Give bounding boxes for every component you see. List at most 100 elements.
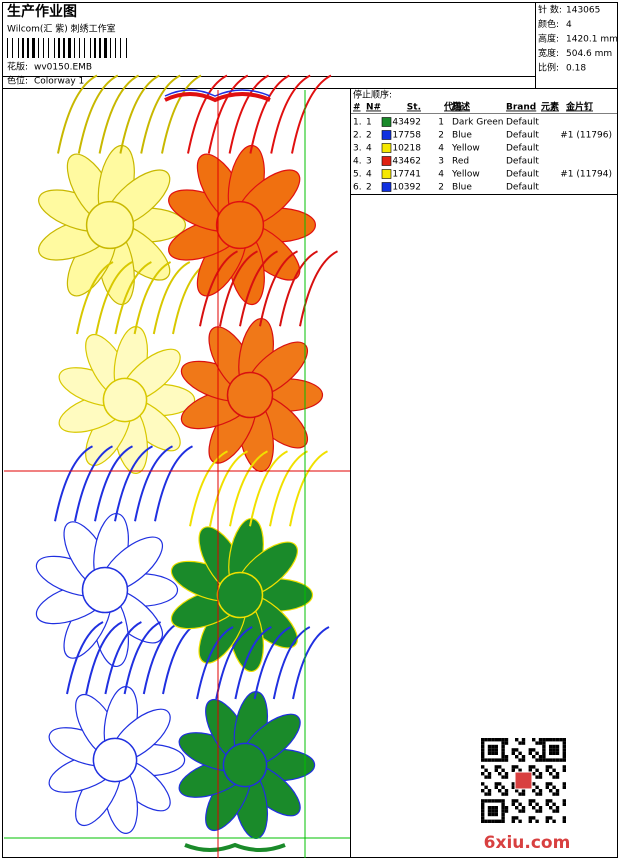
- qr-module: [528, 802, 532, 806]
- qr-module: [501, 809, 505, 813]
- qr-module: [562, 738, 566, 742]
- cell: Blue: [452, 183, 472, 193]
- qr-module: [538, 772, 543, 776]
- qr-module: [559, 738, 563, 742]
- cell: 10218: [392, 144, 421, 154]
- qr-module: [562, 765, 566, 769]
- cell: 43492: [392, 118, 421, 128]
- qr-module: [481, 741, 485, 745]
- qr-module: [491, 758, 495, 762]
- qr-module: [501, 744, 505, 749]
- leaf: [234, 626, 272, 700]
- qr-module: [487, 792, 492, 796]
- bar-stripe: [84, 38, 85, 58]
- barcode: [7, 38, 127, 58]
- qr-module: [481, 755, 485, 759]
- color-swatch: [381, 130, 392, 140]
- qr-module: [532, 806, 536, 810]
- colorway: Colorway 1: [34, 77, 84, 87]
- color-swatch: [381, 143, 392, 153]
- leaf: [253, 626, 292, 700]
- qr-module: [535, 768, 539, 772]
- cell: Yellow: [451, 170, 480, 180]
- qr-module: [549, 738, 553, 742]
- leaf: [140, 74, 181, 154]
- qr-module: [538, 758, 543, 762]
- qr-module: [481, 809, 485, 813]
- qr-module: [552, 802, 556, 806]
- qr-module: [501, 799, 505, 803]
- qr-module: [511, 816, 515, 820]
- qr-module: [552, 751, 556, 755]
- leaf: [98, 74, 140, 154]
- qr-module: [487, 738, 492, 742]
- qr-module: [501, 819, 505, 823]
- cell: 17741: [392, 170, 421, 180]
- leaf: [249, 450, 288, 527]
- cell: 4.: [353, 157, 362, 167]
- qr-module: [549, 772, 553, 776]
- cell: 3: [438, 157, 444, 167]
- cell: 1: [366, 118, 372, 128]
- scallop: [164, 92, 271, 103]
- cell: Default: [506, 157, 539, 167]
- qr-module: [511, 799, 515, 803]
- qr-module: [511, 782, 515, 786]
- qr-module: [515, 799, 519, 803]
- qr-module: [515, 765, 519, 769]
- column-header: 元素: [541, 101, 559, 113]
- info-value: 143065: [566, 6, 600, 16]
- qr-module: [481, 751, 485, 755]
- qr-module: [562, 755, 566, 759]
- qr-module: [552, 775, 556, 779]
- studio: Wilcom(汇 紫) 刺绣工作室: [7, 23, 116, 35]
- qr-module: [498, 819, 502, 823]
- qr-module: [501, 802, 505, 806]
- info-value: 0.18: [566, 64, 586, 74]
- qr-module: [487, 772, 492, 776]
- column-header: Brand: [506, 103, 536, 113]
- qr-module: [542, 741, 546, 745]
- stop-sequence-title: 停止顺序:: [353, 89, 392, 101]
- qr-module: [562, 799, 566, 803]
- qr-module: [562, 768, 566, 772]
- qr-module: [494, 768, 498, 772]
- qr-module: [549, 799, 553, 803]
- leaf: [133, 261, 172, 335]
- qr-module: [535, 792, 539, 796]
- leaf: [292, 626, 330, 700]
- qr-module: [511, 765, 515, 769]
- qr-module: [504, 755, 509, 759]
- qr-module: [542, 744, 546, 749]
- info-label: 高度:: [538, 33, 559, 45]
- cell: 4: [438, 170, 444, 180]
- qr-module: [504, 806, 509, 810]
- qr-module: [555, 748, 560, 752]
- leaf: [189, 450, 228, 527]
- leaf: [291, 74, 332, 154]
- qr-module: [494, 819, 498, 823]
- bar-stripe: [7, 38, 8, 58]
- flower-center: [216, 571, 264, 619]
- flower-center: [215, 200, 265, 250]
- bar-stripe: [74, 38, 75, 58]
- cell: Red: [452, 157, 469, 167]
- qr-module: [521, 741, 526, 745]
- qr-module: [562, 744, 566, 749]
- qr-module: [552, 809, 556, 813]
- qr-module: [538, 741, 543, 745]
- watermark: 6xiu.com: [484, 833, 571, 853]
- qr-module: [562, 758, 566, 762]
- leaf: [228, 74, 270, 154]
- qr-module: [504, 772, 509, 776]
- qr-module: [511, 802, 515, 806]
- qr-module: [555, 744, 560, 749]
- qr-module: [555, 806, 560, 810]
- qr-module: [521, 789, 526, 793]
- cell: 2: [438, 131, 444, 141]
- leaf: [219, 250, 258, 327]
- qr-module: [562, 816, 566, 820]
- qr-module: [501, 755, 505, 759]
- qr-module: [535, 802, 539, 806]
- qr-module: [501, 816, 505, 820]
